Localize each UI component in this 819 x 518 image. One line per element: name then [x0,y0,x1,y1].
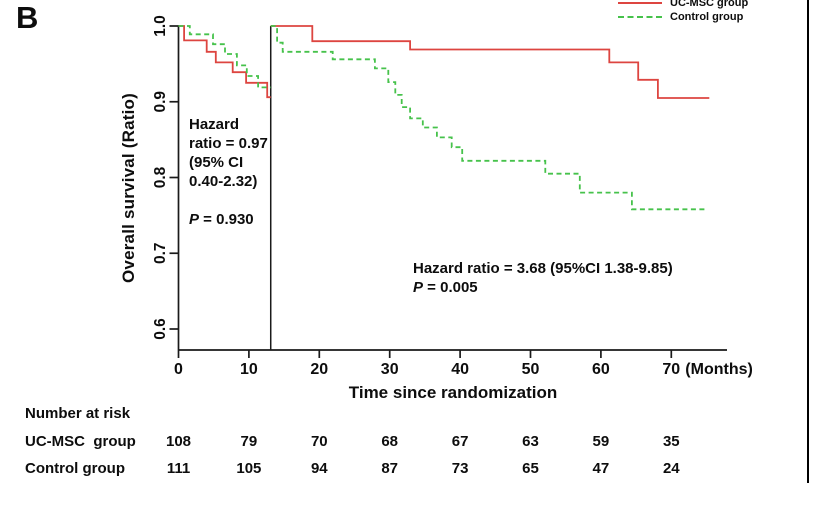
risk-count: 59 [592,433,610,450]
risk-row-label-control: Control group [25,460,125,477]
legend-label-ucmsc: UC-MSC group [670,0,749,9]
risk-count: 87 [381,460,399,477]
hazard-ratio-annotation-late: Hazard ratio = 3.68 (95%CI 1.38-9.85) P … [413,259,673,297]
control-curve [178,25,271,89]
x-tick-label: 10 [240,361,258,378]
risk-count: 70 [310,433,328,450]
risk-count: 73 [451,460,469,477]
y-tick-label: 0.6 [152,318,169,340]
chart-legend: UC-MSC group Control group [618,0,748,24]
x-tick-label: 60 [592,361,610,378]
y-tick-label: 0.7 [152,242,169,264]
control-line-sample-icon [618,16,662,18]
risk-row-label-ucmsc: UC-MSC group [25,433,136,450]
x-tick-label: 30 [381,361,399,378]
y-tick-label: 0.9 [152,91,169,113]
risk-count: 35 [662,433,680,450]
x-tick-label: 50 [522,361,540,378]
risk-count: 65 [522,460,539,477]
panel-label: B [16,0,39,35]
risk-count: 63 [522,433,539,450]
risk-count: 67 [451,433,469,450]
risk-count: 24 [662,460,680,477]
ucmsc-line-sample-icon [618,2,662,4]
hazard-ratio-annotation-early: Hazard ratio = 0.97 (95% CI 0.40-2.32) P… [189,96,268,229]
hazard-ratio-late-text: Hazard ratio = 3.68 (95%CI 1.38-9.85) [413,260,673,277]
legend-label-control: Control group [670,11,744,23]
risk-count: 111 [166,460,191,477]
ucmsc-curve [270,25,710,99]
p-label: P [189,211,200,228]
risk-count: 47 [592,460,610,477]
legend-item-control: Control group [618,10,748,24]
x-tick-label: 40 [451,361,469,378]
hazard-ratio-early-text: Hazard ratio = 0.97 (95% CI 0.40-2.32) [189,116,268,190]
p-value: = 0.930 [199,211,254,228]
risk-count: 68 [381,433,399,450]
y-tick-label: 1.0 [152,15,169,37]
control-curve [270,25,708,211]
y-tick-label: 0.8 [152,166,169,188]
risk-count: 105 [236,460,262,477]
legend-item-ucmsc: UC-MSC group [618,0,748,10]
risk-count: 108 [165,433,192,450]
x-tick-label: 70 [662,361,680,378]
x-axis-unit-label: (Months) [685,361,753,378]
x-tick-label: 20 [310,361,328,378]
x-axis-title: Time since randomization [348,383,558,402]
ucmsc-curve [178,25,271,99]
risk-count: 79 [240,433,258,450]
risk-count: 94 [310,460,328,477]
p-value: = 0.005 [423,279,478,296]
risk-table-title: Number at risk [25,405,131,422]
y-axis-title: Overall survival (Ratio) [119,93,138,283]
x-tick-label: 0 [174,361,183,378]
p-label: P [413,279,424,296]
